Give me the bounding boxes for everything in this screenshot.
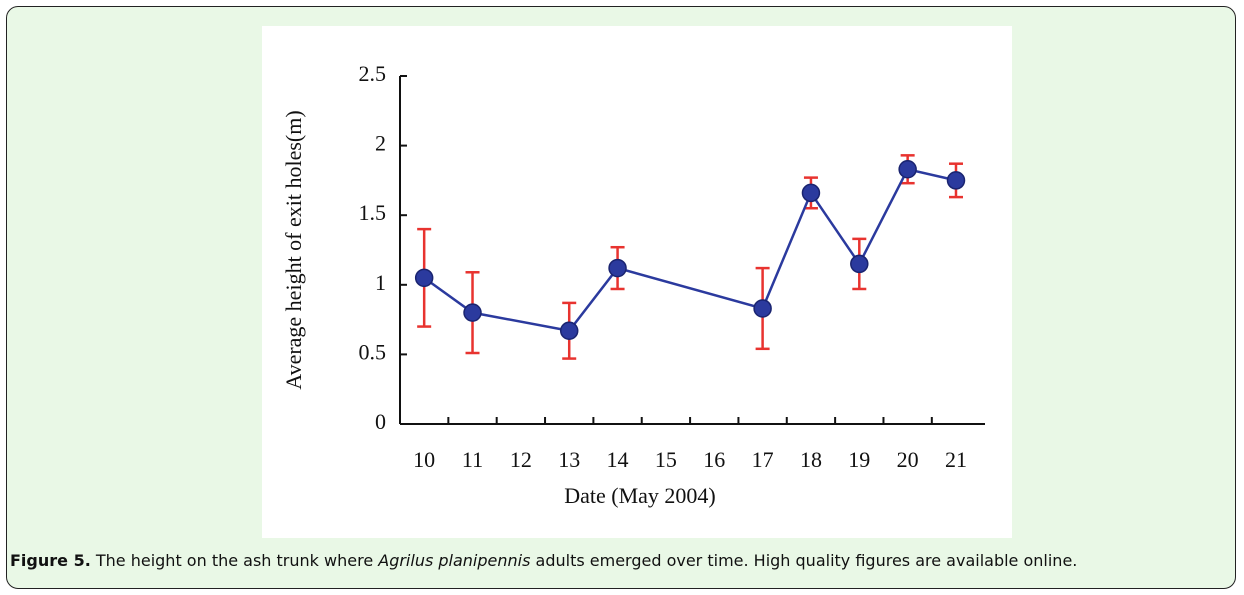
x-tick-label: 10 <box>413 447 435 472</box>
caption-species: Agrilus planipennis <box>378 551 531 570</box>
x-tick-label: 15 <box>655 447 677 472</box>
data-point <box>801 183 821 203</box>
data-point <box>559 321 579 340</box>
y-axis-label: Average height of exit holes(m) <box>281 110 306 389</box>
y-tick-label: 1.5 <box>359 200 387 225</box>
x-tick-label: 12 <box>510 447 532 472</box>
x-tick-label: 17 <box>752 447 774 472</box>
data-point <box>850 254 869 274</box>
data-point <box>753 299 772 318</box>
data-point <box>608 258 627 278</box>
x-tick-label: 11 <box>462 447 483 472</box>
y-tick-label: 0 <box>375 409 386 434</box>
data-point <box>898 160 917 179</box>
data-point <box>414 268 434 288</box>
y-tick-label: 2.5 <box>359 61 387 86</box>
x-tick-label: 19 <box>848 447 870 472</box>
x-tick-label: 16 <box>703 447 725 472</box>
x-tick-label: 18 <box>800 447 822 472</box>
y-tick-label: 0.5 <box>359 339 387 364</box>
data-point <box>946 171 966 190</box>
y-tick-label: 2 <box>375 131 386 156</box>
x-tick-label: 20 <box>897 447 919 472</box>
x-tick-label: 13 <box>558 447 580 472</box>
x-tick-label: 14 <box>607 447 629 472</box>
chart-panel <box>262 26 1012 538</box>
caption-text: The height on the ash trunk where <box>95 551 379 570</box>
x-axis-label: Date (May 2004) <box>564 483 716 508</box>
caption-text: adults emerged over time. High quality f… <box>530 551 1078 570</box>
data-point <box>463 303 482 322</box>
caption: Figure 5. The height on the ash trunk wh… <box>10 550 1230 572</box>
y-tick-label: 1 <box>375 270 386 295</box>
caption-label: Figure 5. <box>10 551 91 570</box>
x-tick-label: 21 <box>945 447 967 472</box>
